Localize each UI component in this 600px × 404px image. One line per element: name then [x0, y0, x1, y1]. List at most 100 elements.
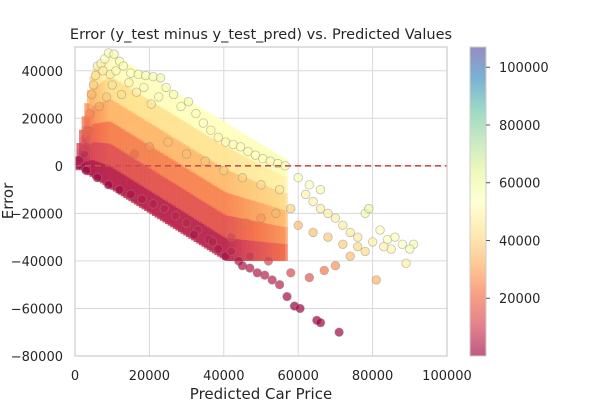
colorbar-ticks: 20000 40000 60000 80000 100000: [486, 61, 549, 307]
x-axis-ticks: 0 20000 40000 60000 80000 100000: [71, 369, 472, 384]
x-tick-label: 80000: [352, 369, 393, 384]
data-point: [323, 232, 333, 242]
data-point: [101, 92, 112, 102]
data-point: [345, 251, 355, 261]
band-segment: [282, 193, 288, 211]
y-tick-label: −20000: [11, 207, 63, 222]
data-point: [213, 244, 223, 254]
data-point: [148, 199, 158, 209]
data-point: [168, 89, 179, 100]
data-point: [304, 272, 315, 283]
data-point: [85, 108, 95, 119]
data-point: [81, 165, 91, 176]
y-axis-ticks: −80000 −60000 −40000 −20000 0 20000 40000: [11, 65, 63, 365]
data-point: [103, 180, 114, 190]
data-point: [371, 275, 382, 285]
y-tick-label: 40000: [22, 65, 63, 80]
data-point: [139, 82, 149, 93]
data-point: [293, 173, 303, 183]
data-point: [379, 241, 389, 252]
data-point: [92, 173, 103, 183]
data-point: [256, 180, 266, 190]
data-point: [170, 211, 181, 221]
data-point: [308, 196, 318, 207]
plot-frame: [74, 46, 448, 357]
data-point: [213, 132, 223, 143]
colorbar-frame: [469, 46, 487, 357]
data-point: [90, 70, 101, 81]
data-point: [319, 265, 329, 276]
data-point: [397, 239, 408, 249]
colorbar-tick-label: 60000: [499, 177, 540, 192]
data-point: [293, 220, 303, 230]
data-point: [131, 87, 142, 97]
data-point: [146, 99, 156, 109]
data-point: [295, 303, 305, 314]
data-point: [334, 327, 344, 337]
data-point: [181, 149, 192, 159]
colorbar-tick-label: 20000: [499, 292, 540, 307]
data-point: [263, 256, 274, 266]
x-tick-label: 60000: [278, 369, 319, 384]
data-point: [207, 237, 218, 247]
band-segment: [282, 210, 288, 227]
colorbar: [470, 47, 486, 356]
data-point: [163, 137, 173, 147]
x-tick-label: 20000: [129, 369, 170, 384]
data-point: [235, 142, 246, 152]
x-axis-label: Predicted Car Price: [190, 385, 332, 400]
data-point: [109, 49, 119, 59]
data-point: [159, 203, 169, 214]
data-point: [315, 203, 326, 214]
data-point: [330, 213, 341, 223]
data-point: [241, 218, 251, 228]
y-tick-label: 0: [55, 160, 63, 175]
data-point: [367, 237, 378, 247]
data-point: [161, 82, 171, 93]
data-points: [75, 48, 419, 337]
data-point: [390, 232, 400, 242]
data-point: [87, 89, 97, 100]
x-tick-label: 40000: [203, 369, 244, 384]
data-point: [155, 73, 166, 83]
data-point: [116, 89, 127, 100]
data-point: [245, 263, 255, 273]
data-point: [323, 208, 333, 219]
data-point: [353, 232, 363, 242]
data-point: [286, 268, 296, 278]
data-point: [405, 244, 415, 254]
data-point: [126, 189, 136, 200]
colorbar-tick-label: 40000: [499, 234, 540, 249]
data-point: [308, 227, 318, 238]
data-point: [250, 150, 261, 160]
data-point: [137, 194, 147, 204]
data-point: [206, 125, 216, 135]
data-point: [274, 279, 285, 290]
data-point: [375, 225, 385, 235]
data-point: [189, 230, 199, 240]
data-point: [364, 203, 374, 214]
data-point: [153, 92, 164, 102]
y-tick-label: −80000: [11, 350, 63, 365]
y-axis-label: Error: [0, 182, 17, 219]
data-point: [94, 101, 104, 112]
y-tick-label: −60000: [11, 302, 63, 317]
x-tick-label: 0: [71, 369, 79, 384]
data-point: [107, 80, 117, 90]
data-point: [286, 203, 296, 214]
data-point: [282, 291, 292, 302]
data-point: [304, 180, 315, 190]
data-point: [271, 208, 281, 219]
data-point: [353, 241, 363, 252]
data-point: [401, 258, 411, 269]
data-point: [245, 251, 255, 261]
band-segment: [282, 243, 288, 261]
data-point: [226, 246, 236, 257]
data-point: [338, 220, 348, 230]
band-segment: [282, 176, 288, 194]
data-point: [219, 165, 229, 176]
data-point: [267, 275, 277, 285]
data-point: [81, 142, 91, 152]
